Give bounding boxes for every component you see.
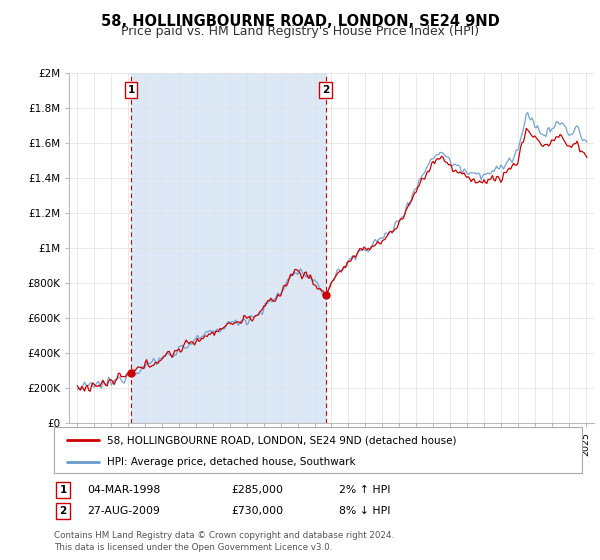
Text: 04-MAR-1998: 04-MAR-1998 (87, 485, 160, 495)
Text: 8% ↓ HPI: 8% ↓ HPI (339, 506, 391, 516)
Text: 58, HOLLINGBOURNE ROAD, LONDON, SE24 9ND: 58, HOLLINGBOURNE ROAD, LONDON, SE24 9ND (101, 14, 499, 29)
Bar (131, 73, 326, 423)
Text: 2: 2 (59, 506, 67, 516)
Text: 1: 1 (59, 485, 67, 495)
Text: Price paid vs. HM Land Registry's House Price Index (HPI): Price paid vs. HM Land Registry's House … (121, 25, 479, 38)
Text: Contains HM Land Registry data © Crown copyright and database right 2024.
This d: Contains HM Land Registry data © Crown c… (54, 531, 394, 552)
Text: £730,000: £730,000 (231, 506, 283, 516)
Text: £285,000: £285,000 (231, 485, 283, 495)
Text: 2% ↑ HPI: 2% ↑ HPI (339, 485, 391, 495)
Text: 1: 1 (128, 85, 135, 95)
Text: 58, HOLLINGBOURNE ROAD, LONDON, SE24 9ND (detached house): 58, HOLLINGBOURNE ROAD, LONDON, SE24 9ND… (107, 435, 457, 445)
Text: HPI: Average price, detached house, Southwark: HPI: Average price, detached house, Sout… (107, 457, 355, 466)
Text: 2: 2 (322, 85, 329, 95)
Text: 27-AUG-2009: 27-AUG-2009 (87, 506, 160, 516)
